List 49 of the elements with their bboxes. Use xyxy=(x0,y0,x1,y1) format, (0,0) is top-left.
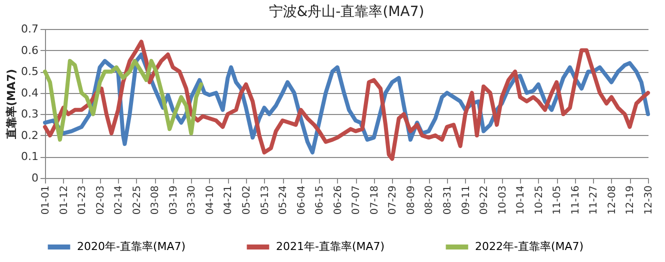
legend-label: 2020年-直靠率(MA7) xyxy=(77,240,186,253)
x-tick-label: 05-13 xyxy=(260,186,271,215)
x-tick-label: 02-25 xyxy=(132,186,143,215)
x-tick-label: 01-23 xyxy=(77,186,88,215)
x-tick-label: 07-07 xyxy=(351,186,362,215)
line-series xyxy=(43,58,204,142)
x-tick-label: 06-04 xyxy=(296,186,308,215)
x-tick-label: 07-29 xyxy=(388,186,399,215)
x-tick-label: 12-08 xyxy=(606,186,618,215)
x-tick-label: 03-30 xyxy=(186,186,198,215)
x-tick-label: 01-01 xyxy=(40,186,52,215)
x-tick-label: 12-30 xyxy=(644,186,654,215)
x-tick-label: 08-31 xyxy=(442,186,454,215)
y-tick-label: 0.5 xyxy=(21,65,38,78)
y-tick-label: 0.6 xyxy=(21,44,38,57)
x-tick-label: 05-24 xyxy=(278,186,290,215)
legend-label: 2022年-直靠率(MA7) xyxy=(475,240,584,253)
x-tick-label: 03-08 xyxy=(150,186,162,215)
y-tick-label: 0.1 xyxy=(21,150,38,164)
x-tick-label: 04-10 xyxy=(204,186,216,215)
x-tick-label: 02-03 xyxy=(95,186,106,215)
y-tick-label: 0.2 xyxy=(21,128,38,142)
y-tick-label: 0.3 xyxy=(21,108,38,121)
x-tick-label: 11-05 xyxy=(552,186,564,215)
x-tick-label: 11-16 xyxy=(570,186,582,215)
y-tick-label: 0.4 xyxy=(21,86,38,100)
x-tick-label: 04-21 xyxy=(223,186,234,215)
x-tick-label: 03-19 xyxy=(168,186,180,215)
y-tick-label: 0.7 xyxy=(21,22,38,36)
x-tick-label: 08-20 xyxy=(424,186,436,215)
x-tick-label: 09-11 xyxy=(460,186,472,215)
chart-title: 宁波&舟山-直靠率(MA7) xyxy=(268,4,424,20)
x-tick-label: 06-26 xyxy=(332,186,344,215)
x-tick-label: 12-19 xyxy=(625,186,636,215)
y-axis-title: 直靠率(MA7) xyxy=(5,68,18,140)
x-tick-label: 07-18 xyxy=(369,186,380,215)
x-tick-label: 02-14 xyxy=(114,186,125,215)
x-tick-label: 10-03 xyxy=(497,186,508,215)
x-tick-label: 10-14 xyxy=(516,186,527,215)
x-tick-label: 01-12 xyxy=(58,186,70,215)
x-tick-label: 06-15 xyxy=(314,186,326,215)
legend-label: 2021年-直靠率(MA7) xyxy=(276,240,385,253)
x-tick-label: 05-02 xyxy=(242,186,252,215)
x-tick-label: 11-27 xyxy=(588,186,600,215)
line-series xyxy=(43,40,650,161)
x-tick-label: 10-25 xyxy=(534,186,545,215)
y-tick-label: 0 xyxy=(32,172,38,184)
x-tick-label: 08-09 xyxy=(406,186,417,215)
x-tick-label: 09-22 xyxy=(479,186,490,215)
